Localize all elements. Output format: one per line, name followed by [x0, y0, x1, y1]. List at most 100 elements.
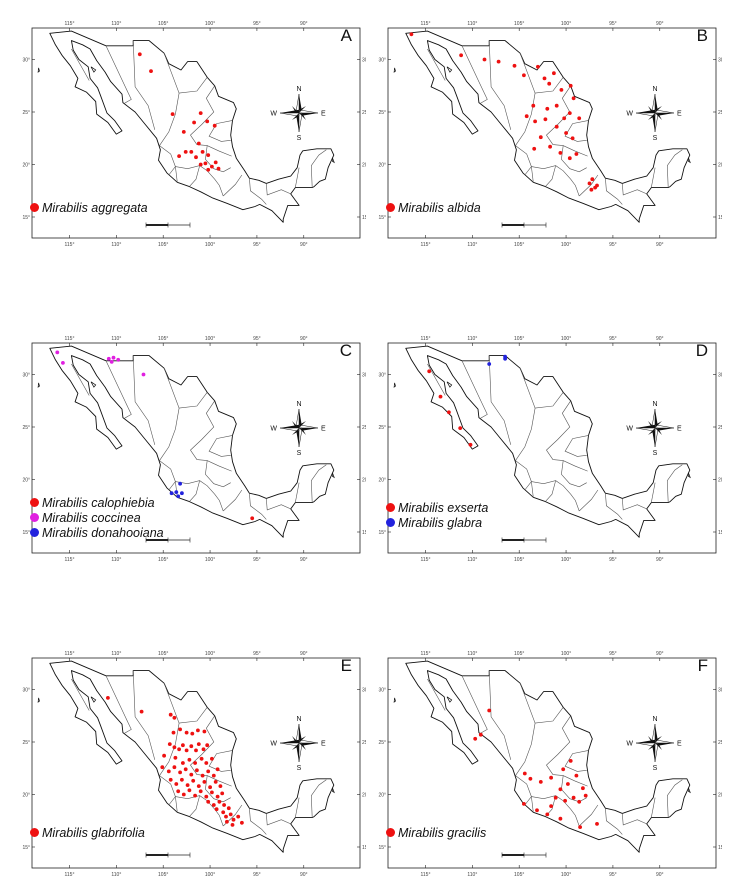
- occurrence-point-red: [176, 789, 181, 794]
- occurrence-points: [409, 32, 599, 192]
- legend-marker-icon: [30, 498, 39, 507]
- occurrence-point-red: [196, 784, 201, 788]
- mexico-map: 115° 115° 110° 110° 105° 105° 100° 100° 95° 95° 90…: [378, 21, 722, 248]
- state-border: [531, 795, 580, 827]
- mexico-map: 115° 115° 110° 110° 105° 105° 100° 100° 95° 95° 90…: [22, 651, 366, 878]
- state-border: [222, 489, 243, 512]
- occurrence-point-red: [478, 732, 483, 737]
- occurrence-point-red: [166, 769, 171, 774]
- lon-tick-label: 110°: [467, 872, 477, 878]
- occurrence-point-red: [589, 187, 594, 192]
- species-legend: Mirabilis exserta Mirabilis glabra: [386, 500, 488, 530]
- occurrence-point-red: [173, 755, 178, 760]
- lat-tick-label: 25°: [718, 425, 722, 431]
- island-outline: [332, 157, 335, 164]
- lat-tick-label: 20°: [362, 793, 366, 799]
- occurrence-point-red: [236, 814, 241, 819]
- legend-marker-icon: [386, 503, 395, 512]
- state-border: [666, 149, 683, 188]
- occurrence-point-red: [447, 410, 451, 415]
- state-border: [190, 85, 215, 136]
- lon-tick-label: 100°: [205, 242, 215, 248]
- lon-tick-label: 100°: [561, 21, 571, 27]
- occurrence-point-magenta: [116, 357, 121, 362]
- occurrence-point-red: [211, 803, 216, 807]
- lat-tick-label: 25°: [378, 425, 386, 431]
- occurrence-point-red: [547, 81, 552, 86]
- state-border: [605, 178, 623, 205]
- legend-item: Mirabilis exserta: [386, 500, 488, 515]
- occurrence-point-red: [564, 131, 568, 135]
- state-border: [71, 48, 90, 81]
- occurrence-point-red: [187, 788, 192, 793]
- state-border: [189, 795, 200, 817]
- legend-label: Mirabilis coccinea: [42, 510, 141, 525]
- legend-label: Mirabilis donahooiana: [42, 525, 164, 540]
- mexico-map: 115° 115° 110° 110° 105° 105° 100° 100° 95° 95° 90…: [22, 336, 366, 563]
- compass-label-s: S: [297, 765, 302, 772]
- lat-tick-label: 25°: [378, 740, 386, 746]
- island-outline: [37, 697, 40, 703]
- occurrence-point-red: [168, 777, 173, 782]
- occurrence-point-red: [570, 136, 575, 141]
- occurrence-point-red: [181, 130, 186, 134]
- occurrence-point-red: [545, 812, 550, 817]
- occurrence-point-red: [170, 112, 175, 116]
- lon-tick-label: 95°: [253, 651, 261, 657]
- lat-tick-label: 20°: [378, 478, 386, 484]
- state-border: [546, 715, 571, 766]
- lon-tick-label: 105°: [158, 242, 168, 248]
- lon-tick-label: 90°: [656, 242, 664, 248]
- occurrence-point-red: [561, 767, 566, 772]
- state-border: [190, 400, 215, 451]
- lon-tick-label: 115°: [420, 651, 430, 657]
- state-border: [310, 779, 327, 818]
- occurrence-point-red: [201, 747, 206, 752]
- state-border: [605, 493, 623, 520]
- mexico-map: 115° 115° 110° 110° 105° 105° 100° 100° 95° 95° 90…: [378, 336, 722, 563]
- occurrence-point-red: [230, 823, 235, 827]
- scale-bar: [501, 537, 547, 543]
- occurrence-point-red: [574, 152, 579, 156]
- state-border: [427, 48, 446, 81]
- mexico-coastline: [405, 30, 691, 223]
- scale-bar: [145, 537, 191, 543]
- occurrence-point-red: [171, 730, 176, 735]
- occurrence-point-red: [213, 160, 218, 165]
- occurrence-point-red: [210, 164, 214, 169]
- occurrence-point-red: [409, 32, 414, 37]
- state-border: [561, 775, 587, 803]
- lon-tick-label: 115°: [64, 557, 74, 563]
- species-legend: Mirabilis aggregata: [30, 200, 148, 215]
- state-border: [295, 482, 300, 503]
- lat-tick-label: 30°: [718, 373, 722, 379]
- occurrence-point-red: [581, 786, 585, 791]
- island-outline: [393, 382, 396, 388]
- state-border: [622, 813, 647, 826]
- mexico-coastline: [405, 660, 691, 853]
- lon-tick-label: 90°: [300, 651, 308, 657]
- state-border: [578, 804, 599, 827]
- occurrence-point-red: [211, 773, 216, 778]
- island-outline: [393, 67, 396, 73]
- occurrence-point-red: [558, 151, 563, 155]
- occurrence-point-red: [216, 166, 221, 171]
- occurrence-point-red: [552, 71, 556, 76]
- legend-label: Mirabilis calophiebia: [42, 495, 155, 510]
- lon-tick-label: 105°: [514, 872, 524, 878]
- occurrence-point-red: [535, 808, 539, 813]
- lon-tick-label: 95°: [253, 336, 261, 342]
- occurrence-point-red: [191, 778, 196, 783]
- occurrence-point-red: [215, 794, 220, 799]
- lon-tick-label: 100°: [205, 21, 215, 27]
- occurrence-point-red: [189, 772, 194, 777]
- legend-item: Mirabilis albida: [386, 200, 481, 215]
- lon-tick-label: 105°: [514, 336, 524, 342]
- lon-tick-label: 110°: [111, 336, 121, 342]
- occurrence-point-red: [545, 106, 550, 111]
- state-border: [179, 392, 208, 409]
- occurrence-point-red: [549, 804, 553, 808]
- occurrence-point-red: [220, 791, 225, 796]
- state-border: [105, 675, 132, 734]
- state-border: [545, 165, 556, 187]
